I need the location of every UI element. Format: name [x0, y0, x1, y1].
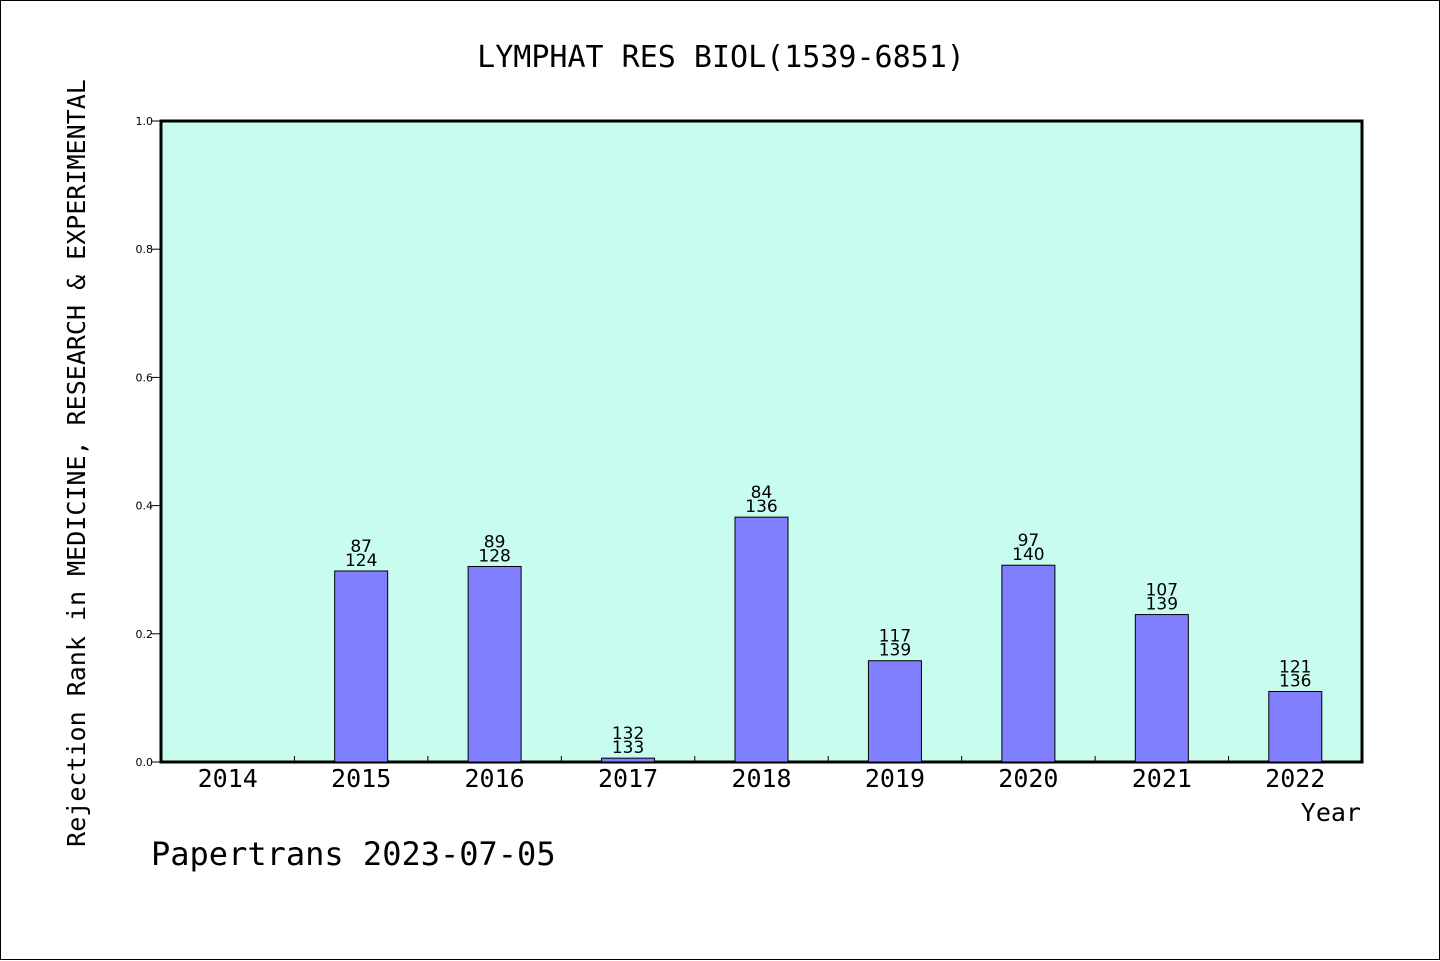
y-tick-label: 0.8 — [136, 243, 154, 256]
y-tick-label: 1.0 — [136, 115, 154, 128]
y-tick-label: 0.0 — [136, 756, 154, 769]
bar — [334, 570, 389, 763]
bar — [734, 516, 789, 763]
bar-label-total: 128 — [478, 546, 510, 566]
x-axis-label: Year — [1301, 798, 1361, 827]
x-tick-label: 2018 — [731, 764, 791, 793]
bar-label-total: 136 — [745, 497, 777, 517]
x-tick-label: 2019 — [865, 764, 925, 793]
bar — [1268, 690, 1323, 763]
y-tick-label: 0.4 — [136, 500, 154, 513]
bar-label-total: 139 — [1146, 595, 1178, 615]
bar — [467, 565, 522, 763]
bar — [1001, 564, 1056, 763]
bar-label-rank: 121 — [1279, 657, 1311, 677]
bar-label-total: 139 — [879, 641, 911, 661]
y-axis: 0.0 0.2 0.4 0.6 0.8 1.0 — [136, 115, 161, 769]
x-tick-label: 2015 — [331, 764, 391, 793]
x-tick-label: 2021 — [1132, 764, 1192, 793]
x-tick-label: 2022 — [1265, 764, 1325, 793]
chart-title: LYMPHAT RES BIOL(1539-6851) — [477, 40, 965, 75]
bar-label-rank: 132 — [612, 724, 644, 744]
bar — [867, 660, 922, 763]
x-tick-label: 2016 — [465, 764, 525, 793]
bar-label-rank: 117 — [879, 627, 911, 647]
bar — [601, 757, 656, 763]
bar-label-rank: 97 — [1018, 531, 1040, 551]
x-tick-label: 2017 — [598, 764, 658, 793]
bar-label-total: 136 — [1279, 671, 1311, 691]
bar-series — [334, 516, 1323, 763]
y-axis-label: Rejection Rank in MEDICINE, RESEARCH & E… — [62, 79, 91, 847]
y-tick-label: 0.2 — [136, 628, 154, 641]
bar-label-rank: 107 — [1146, 581, 1178, 601]
bar-label-total: 124 — [345, 551, 377, 571]
x-tick-label: 2014 — [198, 764, 258, 793]
bar — [1134, 614, 1189, 763]
bar-label-rank: 87 — [350, 537, 372, 557]
x-tick-label: 2020 — [998, 764, 1058, 793]
footer-credit: Papertrans 2023-07-05 — [151, 835, 556, 873]
bar-label-rank: 89 — [484, 532, 506, 552]
bar-label-total: 133 — [612, 738, 644, 758]
bar-label-rank: 84 — [751, 483, 773, 503]
y-tick-label: 0.6 — [136, 371, 154, 384]
bar-label-total: 140 — [1012, 545, 1044, 565]
bar-labels: 8712489128132133841361171399714010713912… — [345, 483, 1312, 758]
x-axis: 2014 2015 2016 2017 2018 2019 2020 2021 2022 — [198, 756, 1325, 793]
